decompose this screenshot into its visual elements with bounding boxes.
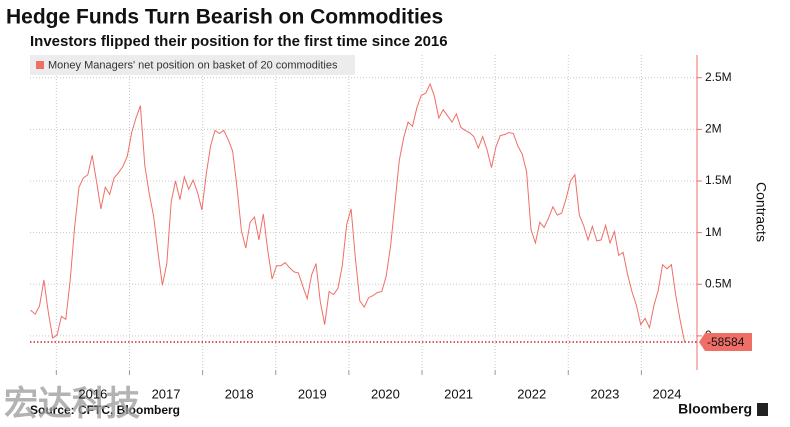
brand: Bloomberg <box>678 401 752 417</box>
x-tick-label: 2019 <box>298 386 327 401</box>
y-tick-label: 0.5M <box>705 276 732 290</box>
source: Source: CFTC, Bloomberg <box>30 403 180 417</box>
y-tick-label: 1M <box>705 225 722 239</box>
x-tick-label: 2018 <box>225 386 254 401</box>
x-tick-label: 2020 <box>371 386 400 401</box>
chart-title: Hedge Funds Turn Bearish on Commodities <box>6 6 443 29</box>
x-tick-label: 2023 <box>590 386 619 401</box>
legend-swatch <box>36 61 44 69</box>
x-tick-label: 2022 <box>517 386 546 401</box>
brand-icon <box>757 403 768 416</box>
y-tick-label: 2M <box>705 122 722 136</box>
x-tick-label: 2017 <box>152 386 181 401</box>
line-series <box>30 82 686 343</box>
y-axis-label: Contracts <box>753 182 769 242</box>
last-value-box <box>699 332 752 351</box>
x-tick-label: 2016 <box>78 386 107 401</box>
chart-subtitle: Investors flipped their position for the… <box>30 33 448 50</box>
x-tick-label: 2021 <box>444 386 473 401</box>
last-value-label: -58584 <box>707 335 745 349</box>
legend-label: Money Managers' net position on basket o… <box>48 59 338 71</box>
watermark: 宏达科技 <box>4 384 140 423</box>
y-tick-label: 1.5M <box>705 173 732 187</box>
x-tick-label: 2024 <box>653 386 682 401</box>
legend-box <box>30 55 355 75</box>
y-tick-label: 2.5M <box>705 70 732 84</box>
